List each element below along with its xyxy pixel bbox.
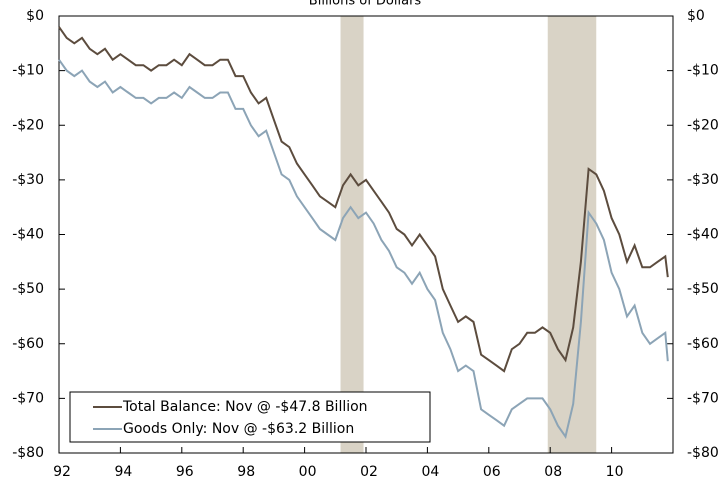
y2-tick-label: -$30: [687, 172, 719, 188]
y2-tick-label: -$60: [687, 336, 719, 352]
y2-tick-label: -$20: [687, 117, 719, 133]
y-tick-label: -$80: [12, 445, 44, 461]
y-tick-label: -$70: [12, 390, 44, 406]
recession-band: [340, 16, 364, 453]
y-tick-label: -$40: [12, 227, 44, 243]
series-line: [58, 26, 669, 373]
y2-tick-label: -$40: [687, 227, 719, 243]
x-tick-label: 98: [237, 464, 255, 480]
recession-band: [547, 16, 597, 453]
y-tick-label: -$20: [12, 117, 44, 133]
legend-label: Total Balance: Nov @ -$47.8 Billion: [122, 399, 368, 415]
chart-title: Billions of Dollars: [309, 0, 422, 9]
y2-tick-label: -$70: [687, 390, 719, 406]
x-tick-label: 04: [421, 464, 439, 480]
series-line: [58, 59, 669, 440]
legend: Total Balance: Nov @ -$47.8 Billion Goods…: [69, 391, 431, 443]
x-tick-label: 96: [176, 464, 194, 480]
y2-tick-label: -$50: [687, 281, 719, 297]
y2-tick-label: $0: [687, 8, 705, 24]
x-tick-label: 10: [606, 464, 624, 480]
x-tick-label: 00: [299, 464, 317, 480]
y-tick-label: -$50: [12, 281, 44, 297]
legend-label: Goods Only: Nov @ -$63.2 Billion: [123, 421, 354, 437]
y2-tick-label: -$10: [687, 63, 719, 79]
x-tick-label: 02: [360, 464, 378, 480]
y2-tick-label: -$80: [687, 445, 719, 461]
x-tick-label: 92: [53, 464, 71, 480]
x-tick-label: 06: [483, 464, 501, 480]
y-tick-label: -$10: [12, 63, 44, 79]
x-tick-label: 94: [114, 464, 132, 480]
legend-box: [69, 391, 431, 443]
x-tick-label: 08: [544, 464, 562, 480]
y-tick-label: -$30: [12, 172, 44, 188]
y-tick-label: $0: [26, 8, 44, 24]
y-tick-label: -$60: [12, 336, 44, 352]
